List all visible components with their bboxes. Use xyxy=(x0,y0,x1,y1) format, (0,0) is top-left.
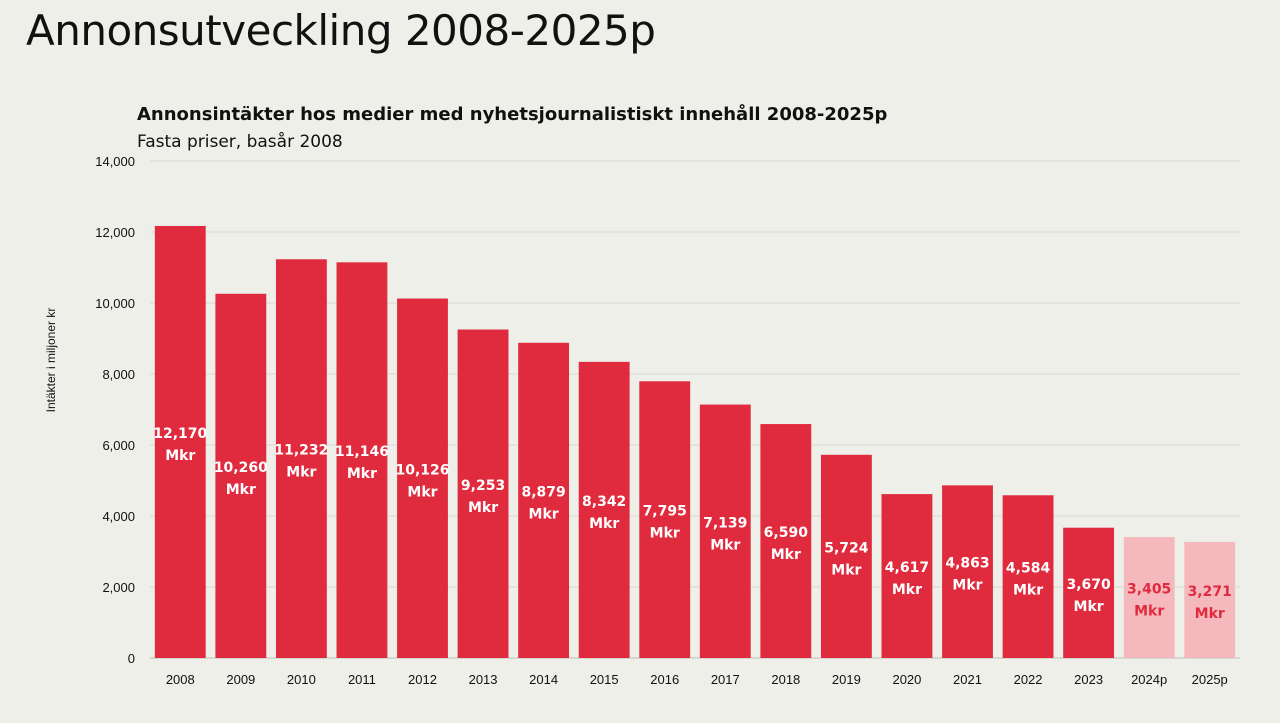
x-tick-label: 2019 xyxy=(832,672,861,687)
x-tick-label: 2009 xyxy=(226,672,255,687)
bar-2015 xyxy=(578,361,630,658)
bar-2010 xyxy=(275,259,327,658)
x-tick-label: 2022 xyxy=(1014,672,1043,687)
bar-value-label: 4,617 xyxy=(885,560,929,576)
x-tick-label: 2018 xyxy=(771,672,800,687)
bar-unit-label: Mkr xyxy=(1013,583,1043,599)
chart-title: Annonsintäkter hos medier med nyhetsjour… xyxy=(137,104,888,125)
bar-2016 xyxy=(639,381,691,658)
bar-2025p xyxy=(1184,541,1236,658)
gridlines xyxy=(150,160,1240,659)
bar-value-label: 3,405 xyxy=(1127,582,1171,598)
x-tick-label: 2017 xyxy=(711,672,740,687)
x-tick-label: 2010 xyxy=(287,672,316,687)
bar-unit-label: Mkr xyxy=(1134,604,1164,620)
bar-value-label: 8,342 xyxy=(582,494,626,510)
bar-unit-label: Mkr xyxy=(952,578,982,594)
x-tick-label: 2021 xyxy=(953,672,982,687)
bar-unit-label: Mkr xyxy=(347,466,377,482)
bar-2023 xyxy=(1063,527,1115,658)
bar-2014 xyxy=(518,342,570,658)
bar-value-label: 6,590 xyxy=(764,525,809,541)
bars: 12,170 Mkr 10,260 Mkr 11,232 Mkr 11,146 Mkr 10,1… xyxy=(153,225,1236,658)
bar-2020 xyxy=(881,494,933,658)
x-tick-label: 2024p xyxy=(1131,672,1167,687)
bar-value-label: 4,584 xyxy=(1006,561,1051,577)
bar-2008 xyxy=(154,225,206,658)
y-tick-label: 6,000 xyxy=(102,438,135,453)
y-tick-label: 14,000 xyxy=(95,154,135,169)
bar-value-label: 11,146 xyxy=(335,444,389,460)
bar-value-label: 12,170 xyxy=(153,426,207,442)
bar-2018 xyxy=(760,424,812,658)
bar-value-label: 10,260 xyxy=(214,460,268,476)
bar-unit-label: Mkr xyxy=(710,537,740,553)
bar-unit-label: Mkr xyxy=(226,482,256,498)
x-tick-label: 2008 xyxy=(166,672,195,687)
y-tick-label: 12,000 xyxy=(95,225,135,240)
bar-unit-label: Mkr xyxy=(831,562,861,578)
bar-unit-label: Mkr xyxy=(650,526,680,542)
bar-unit-label: Mkr xyxy=(1195,606,1225,622)
bar-unit-label: Mkr xyxy=(407,484,437,500)
bar-value-label: 3,670 xyxy=(1066,577,1111,593)
bar-unit-label: Mkr xyxy=(468,500,498,516)
bar-value-label: 10,126 xyxy=(395,462,449,478)
x-tick-label: 2020 xyxy=(892,672,921,687)
bar-unit-label: Mkr xyxy=(1074,599,1104,615)
x-tick-label: 2014 xyxy=(529,672,558,687)
bar-2022 xyxy=(1002,495,1054,658)
y-tick-label: 4,000 xyxy=(102,509,135,524)
x-tick-label: 2023 xyxy=(1074,672,1103,687)
bar-2011 xyxy=(336,262,388,658)
bar-value-label: 7,139 xyxy=(703,515,747,531)
x-tick-label: 2015 xyxy=(590,672,619,687)
y-tick-label: 0 xyxy=(128,651,135,666)
x-tick-label: 2012 xyxy=(408,672,437,687)
bar-value-label: 5,724 xyxy=(824,540,869,556)
bar-unit-label: Mkr xyxy=(892,582,922,598)
bar-unit-label: Mkr xyxy=(286,465,316,481)
slide-title: Annonsutveckling 2008-2025p xyxy=(26,6,656,55)
y-tick-label: 8,000 xyxy=(102,367,135,382)
y-tick-label: 10,000 xyxy=(95,296,135,311)
y-axis-label: Intäkter i miljoner kr xyxy=(44,308,58,413)
bar-2019 xyxy=(820,454,872,658)
bar-unit-label: Mkr xyxy=(589,516,619,532)
y-tick-label: 2,000 xyxy=(102,580,135,595)
x-tick-label: 2013 xyxy=(469,672,498,687)
y-axis-ticks: 0 2,000 4,000 6,000 8,000 10,000 12,000 14,000 xyxy=(95,154,135,666)
bar-unit-label: Mkr xyxy=(771,547,801,563)
bar-2009 xyxy=(215,293,267,658)
bar-2024p xyxy=(1123,537,1175,658)
bar-2012 xyxy=(397,298,448,658)
bar-value-label: 4,863 xyxy=(945,556,989,572)
x-axis-ticks: 2008 2009 2010 2011 2012 2013 2014 2015 2016 2017… xyxy=(166,672,1228,687)
bar-2021 xyxy=(942,485,993,658)
bar-value-label: 11,232 xyxy=(274,443,328,459)
x-tick-label: 2011 xyxy=(348,672,376,687)
bar-unit-label: Mkr xyxy=(529,506,559,522)
bar-value-label: 9,253 xyxy=(461,478,505,494)
bar-value-label: 7,795 xyxy=(643,504,687,520)
x-tick-label: 2016 xyxy=(650,672,679,687)
bar-value-label: 3,271 xyxy=(1188,584,1232,600)
bar-value-label: 8,879 xyxy=(521,484,565,500)
bar-2013 xyxy=(457,329,509,658)
chart-subtitle: Fasta priser, basår 2008 xyxy=(137,132,343,152)
x-tick-label: 2025p xyxy=(1192,672,1228,687)
bar-2017 xyxy=(699,404,751,658)
bar-unit-label: Mkr xyxy=(165,448,195,464)
